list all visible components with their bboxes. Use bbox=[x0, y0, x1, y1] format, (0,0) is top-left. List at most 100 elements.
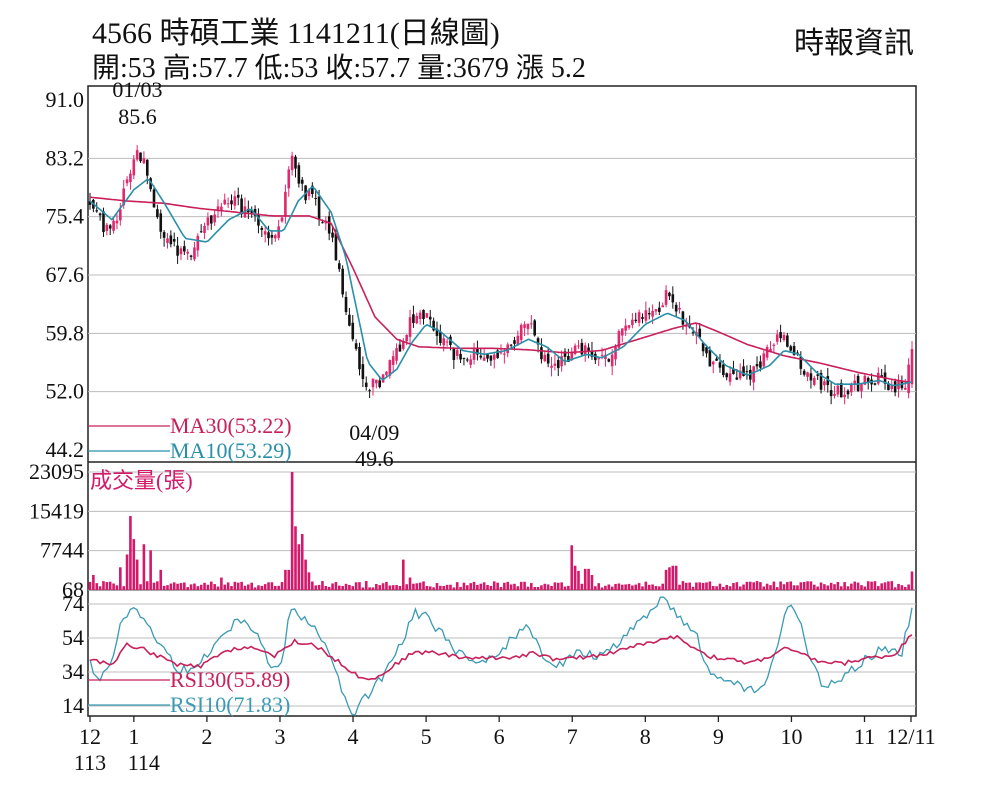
volume-bar bbox=[553, 582, 557, 590]
candle-body bbox=[802, 370, 806, 375]
volume-bar bbox=[203, 582, 206, 590]
price-tick-label: 59.8 bbox=[46, 320, 85, 345]
volume-bar bbox=[641, 586, 644, 590]
candle-body bbox=[816, 374, 819, 376]
volume-bar bbox=[786, 582, 789, 590]
rsi30-legend-label: RSI30(55.89) bbox=[170, 667, 290, 692]
candle-body bbox=[631, 319, 634, 325]
volume-bar bbox=[637, 583, 641, 590]
volume-bar bbox=[779, 581, 782, 590]
candle-body bbox=[799, 356, 803, 369]
candle-body bbox=[186, 251, 189, 254]
volume-panel-title: 成交量(張) bbox=[90, 468, 193, 493]
volume-bar bbox=[765, 583, 769, 590]
volume-bar bbox=[260, 585, 264, 590]
volume-bar bbox=[668, 567, 671, 590]
volume-bar bbox=[405, 584, 408, 590]
candle-body bbox=[823, 381, 826, 386]
candle-body bbox=[863, 375, 867, 385]
x-tick-label: 9 bbox=[713, 724, 724, 749]
price-tick-label: 91.0 bbox=[46, 87, 85, 112]
candle-body bbox=[722, 364, 725, 375]
volume-bar bbox=[759, 582, 762, 590]
volume-bar bbox=[152, 582, 156, 590]
x-tick-label: 12 bbox=[79, 724, 101, 749]
volume-bar bbox=[604, 585, 607, 590]
volume-bar bbox=[792, 585, 796, 590]
candle-body bbox=[853, 380, 857, 384]
volume-bar bbox=[708, 581, 712, 590]
candle-body bbox=[297, 165, 301, 184]
candle-body bbox=[880, 375, 883, 377]
volume-bar bbox=[647, 584, 651, 590]
candle-body bbox=[199, 231, 203, 233]
candle-body bbox=[459, 353, 462, 360]
x-tick-label: 4 bbox=[348, 724, 359, 749]
volume-bar bbox=[907, 584, 910, 590]
candle-body bbox=[270, 234, 274, 238]
chart-date: 1141211 bbox=[287, 17, 390, 50]
volume-bar bbox=[550, 586, 553, 590]
candle-body bbox=[860, 383, 863, 392]
volume-tick-label: 68 bbox=[62, 577, 84, 602]
candle-body bbox=[843, 394, 846, 398]
candle-body bbox=[903, 387, 907, 390]
high-price-label: 85.6 bbox=[118, 104, 157, 129]
candle-body bbox=[368, 390, 371, 392]
candle-body bbox=[550, 365, 553, 368]
volume-bar bbox=[304, 559, 307, 590]
candle-body bbox=[519, 324, 523, 340]
candle-body bbox=[651, 310, 654, 317]
candle-body bbox=[159, 213, 163, 232]
candle-body bbox=[223, 199, 227, 205]
volume-bar bbox=[243, 585, 247, 590]
candle-body bbox=[647, 313, 651, 315]
volume-bar bbox=[122, 586, 125, 590]
volume-bar bbox=[880, 583, 883, 590]
candle-body bbox=[102, 211, 105, 233]
volume-bar bbox=[307, 572, 311, 590]
volume-bar bbox=[479, 583, 483, 590]
rsi-tick-label: 14 bbox=[62, 693, 84, 718]
volume-bar bbox=[900, 585, 904, 590]
candle-body bbox=[866, 377, 870, 383]
volume-bar bbox=[661, 583, 665, 590]
x-year-label: 113 bbox=[74, 750, 106, 775]
volume-bar bbox=[193, 583, 196, 590]
candle-body bbox=[287, 169, 291, 189]
candle-body bbox=[260, 227, 264, 230]
candle-body bbox=[779, 332, 782, 339]
ma10-line bbox=[89, 178, 913, 387]
ma30-legend-label: MA30(53.22) bbox=[170, 413, 292, 438]
candle-body bbox=[560, 356, 563, 367]
candle-body bbox=[88, 201, 92, 205]
volume-bar bbox=[240, 581, 243, 590]
candle-body bbox=[412, 314, 415, 324]
candle-body bbox=[432, 320, 435, 331]
candle-body bbox=[715, 358, 718, 361]
candle-body bbox=[742, 366, 745, 376]
volume-bar bbox=[597, 583, 600, 590]
x-tick-label: 2 bbox=[201, 724, 212, 749]
candle-body bbox=[775, 334, 779, 342]
volume-bar bbox=[119, 567, 122, 590]
candle-body bbox=[385, 371, 388, 375]
candle-body bbox=[819, 372, 823, 390]
candle-body bbox=[236, 194, 240, 198]
volume-bar bbox=[280, 582, 284, 590]
volume-bar bbox=[459, 586, 462, 590]
volume-bar bbox=[129, 516, 132, 590]
volume-axis: 23095 15419 7744 68 bbox=[29, 459, 84, 602]
candle-body bbox=[614, 346, 617, 360]
volume-bar bbox=[580, 583, 584, 590]
candle-body bbox=[263, 231, 267, 235]
candle-body bbox=[273, 235, 277, 239]
change-label: 漲 bbox=[515, 53, 544, 84]
volume-bar bbox=[816, 586, 819, 590]
volume-bar bbox=[658, 586, 661, 590]
candle-body bbox=[644, 310, 648, 321]
volume-bar bbox=[563, 586, 567, 590]
volume-bar bbox=[284, 569, 287, 590]
candle-body bbox=[563, 351, 567, 357]
